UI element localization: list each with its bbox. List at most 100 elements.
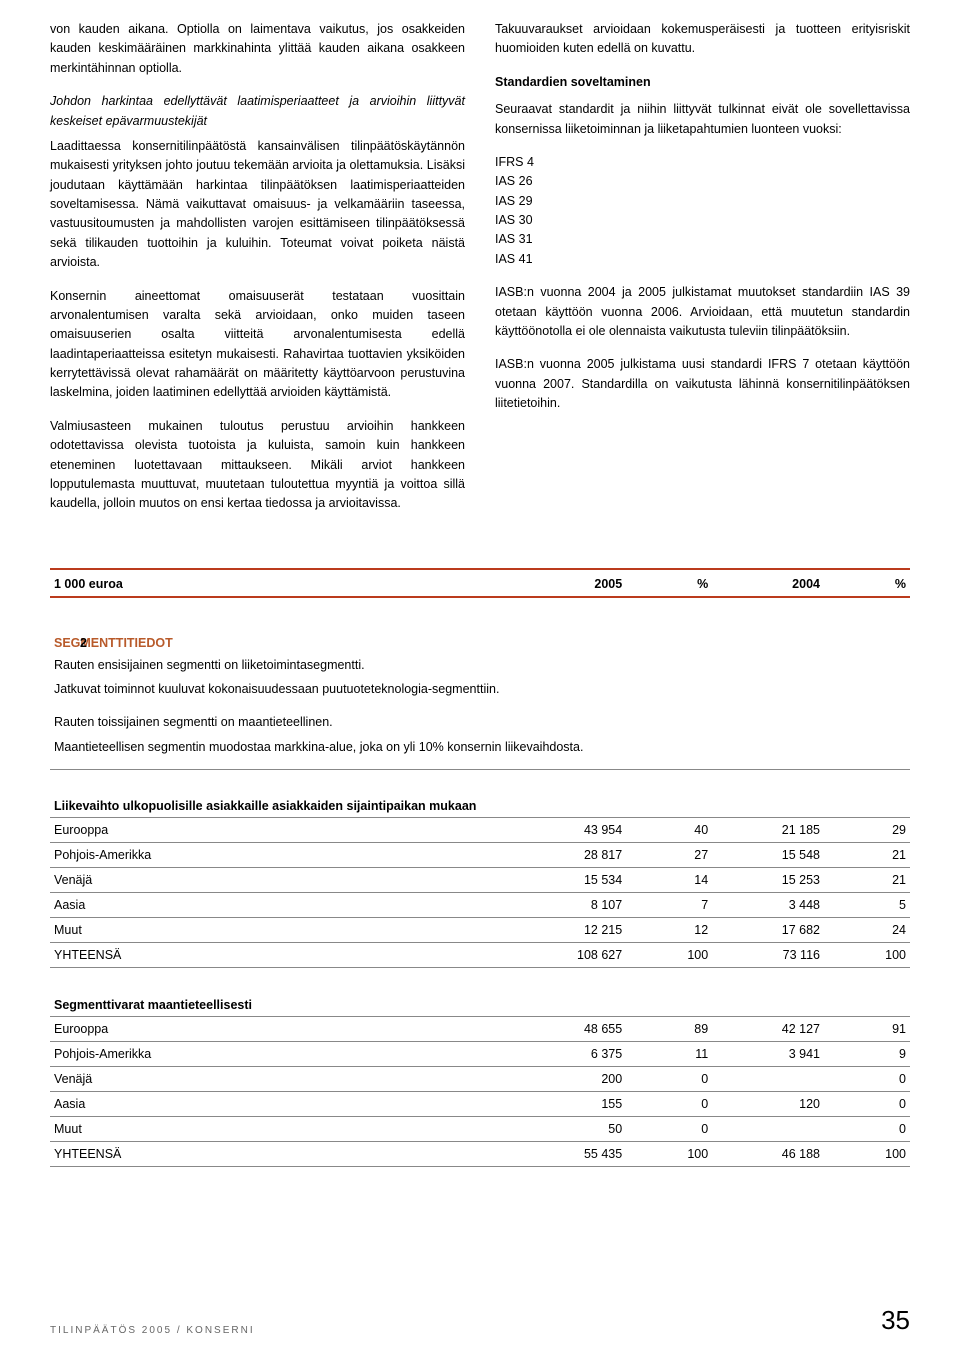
cell-label: YHTEENSÄ bbox=[50, 1141, 514, 1166]
cell-value: 0 bbox=[626, 1091, 712, 1116]
cell-value: 0 bbox=[824, 1091, 910, 1116]
table-row: Venäjä15 5341415 25321 bbox=[50, 868, 910, 893]
right-column: Takuuvaraukset arvioidaan kokemusperäise… bbox=[495, 20, 910, 528]
cell-label: Pohjois-Amerikka bbox=[50, 843, 514, 868]
rule-thick bbox=[50, 568, 910, 570]
table-section: 1 000 euroa 2005 % 2004 % 2 SEGMENTTITIE… bbox=[50, 568, 910, 1167]
page-footer: TILINPÄÄTÖS 2005 / KONSERNI 35 bbox=[50, 1305, 910, 1336]
std-item: IAS 31 bbox=[495, 230, 910, 249]
section-desc: Jatkuvat toiminnot kuuluvat kokonaisuude… bbox=[50, 678, 910, 711]
cell-value: 11 bbox=[626, 1041, 712, 1066]
subsection-title: Segmenttivarat maantieteellisesti bbox=[50, 988, 910, 1017]
cell-value: 21 185 bbox=[712, 818, 824, 843]
subsection-title: Liikevaihto ulkopuolisille asiakkaille a… bbox=[50, 789, 910, 818]
table-row: Muut12 2151217 68224 bbox=[50, 918, 910, 943]
cell-value: 43 954 bbox=[514, 818, 626, 843]
cell-value: 89 bbox=[626, 1016, 712, 1041]
cell-label: Aasia bbox=[50, 893, 514, 918]
cell-value: 24 bbox=[824, 918, 910, 943]
cell-value: 6 375 bbox=[514, 1041, 626, 1066]
col-header: 2005 bbox=[514, 572, 626, 596]
cell-value: 155 bbox=[514, 1091, 626, 1116]
cell-value: 29 bbox=[824, 818, 910, 843]
paragraph: von kauden aikana. Optiolla on laimentav… bbox=[50, 20, 465, 78]
cell-value: 8 107 bbox=[514, 893, 626, 918]
cell-value: 50 bbox=[514, 1116, 626, 1141]
table-row: Venäjä20000 bbox=[50, 1066, 910, 1091]
cell-value: 3 448 bbox=[712, 893, 824, 918]
paragraph: IASB:n vuonna 2004 ja 2005 julkistamat m… bbox=[495, 283, 910, 341]
cell-value: 100 bbox=[824, 943, 910, 968]
cell-value: 100 bbox=[824, 1141, 910, 1166]
body-columns: von kauden aikana. Optiolla on laimentav… bbox=[50, 20, 910, 528]
section-desc: Maantieteellisen segmentin muodostaa mar… bbox=[50, 736, 910, 769]
segment-table: SEGMENTTITIEDOT Rauten ensisijainen segm… bbox=[50, 628, 910, 1167]
std-item: IFRS 4 bbox=[495, 153, 910, 172]
cell-value: 15 253 bbox=[712, 868, 824, 893]
cell-label: Aasia bbox=[50, 1091, 514, 1116]
cell-value: 108 627 bbox=[514, 943, 626, 968]
paragraph: Konsernin aineettomat omaisuuserät testa… bbox=[50, 287, 465, 403]
cell-value: 7 bbox=[626, 893, 712, 918]
paragraph: Takuuvaraukset arvioidaan kokemusperäise… bbox=[495, 20, 910, 59]
cell-label: Pohjois-Amerikka bbox=[50, 1041, 514, 1066]
cell-value: 200 bbox=[514, 1066, 626, 1091]
paragraph: IASB:n vuonna 2005 julkistama uusi stand… bbox=[495, 355, 910, 413]
std-item: IAS 26 bbox=[495, 172, 910, 191]
cell-value: 17 682 bbox=[712, 918, 824, 943]
cell-value: 48 655 bbox=[514, 1016, 626, 1041]
note-number: 2 bbox=[80, 636, 87, 650]
col-header: % bbox=[626, 572, 712, 596]
cell-label: Muut bbox=[50, 918, 514, 943]
cell-label: Eurooppa bbox=[50, 1016, 514, 1041]
section-desc: Rauten toissijainen segmentti on maantie… bbox=[50, 711, 910, 736]
cell-value: 91 bbox=[824, 1016, 910, 1041]
header-table: 1 000 euroa 2005 % 2004 % bbox=[50, 572, 910, 596]
cell-value: 0 bbox=[824, 1116, 910, 1141]
table-row: Pohjois-Amerikka28 8172715 54821 bbox=[50, 843, 910, 868]
cell-label: Venäjä bbox=[50, 1066, 514, 1091]
cell-value: 15 534 bbox=[514, 868, 626, 893]
cell-value: 21 bbox=[824, 868, 910, 893]
cell-value: 28 817 bbox=[514, 843, 626, 868]
total-row: YHTEENSÄ55 43510046 188100 bbox=[50, 1141, 910, 1166]
cell-value: 100 bbox=[626, 1141, 712, 1166]
cell-label: YHTEENSÄ bbox=[50, 943, 514, 968]
cell-value: 55 435 bbox=[514, 1141, 626, 1166]
rule-thick bbox=[50, 596, 910, 598]
paragraph: Valmiusasteen mukainen tuloutus perustuu… bbox=[50, 417, 465, 514]
cell-value: 12 215 bbox=[514, 918, 626, 943]
cell-value: 9 bbox=[824, 1041, 910, 1066]
cell-value: 27 bbox=[626, 843, 712, 868]
col-header: % bbox=[824, 572, 910, 596]
cell-value: 100 bbox=[626, 943, 712, 968]
table-row: Pohjois-Amerikka6 375113 9419 bbox=[50, 1041, 910, 1066]
cell-label: Venäjä bbox=[50, 868, 514, 893]
cell-value bbox=[712, 1116, 824, 1141]
std-item: IAS 30 bbox=[495, 211, 910, 230]
cell-value: 40 bbox=[626, 818, 712, 843]
table-row: Aasia15501200 bbox=[50, 1091, 910, 1116]
std-item: IAS 41 bbox=[495, 250, 910, 269]
table-row: Eurooppa43 9544021 18529 bbox=[50, 818, 910, 843]
cell-value: 120 bbox=[712, 1091, 824, 1116]
left-column: von kauden aikana. Optiolla on laimentav… bbox=[50, 20, 465, 528]
cell-value: 0 bbox=[626, 1116, 712, 1141]
cell-value: 21 bbox=[824, 843, 910, 868]
total-row: YHTEENSÄ108 62710073 116100 bbox=[50, 943, 910, 968]
cell-value: 42 127 bbox=[712, 1016, 824, 1041]
cell-value: 0 bbox=[626, 1066, 712, 1091]
paragraph: Laadittaessa konsernitilinpäätöstä kansa… bbox=[50, 137, 465, 273]
cell-value: 73 116 bbox=[712, 943, 824, 968]
section-desc: Rauten ensisijainen segmentti on liiketo… bbox=[50, 654, 910, 679]
cell-value bbox=[712, 1066, 824, 1091]
col-header: 2004 bbox=[712, 572, 824, 596]
cell-value: 46 188 bbox=[712, 1141, 824, 1166]
table-row: Muut5000 bbox=[50, 1116, 910, 1141]
table-row: Eurooppa48 6558942 12791 bbox=[50, 1016, 910, 1041]
col-header: 1 000 euroa bbox=[50, 572, 514, 596]
table-header-row: 1 000 euroa 2005 % 2004 % bbox=[50, 572, 910, 596]
standards-list: IFRS 4 IAS 26 IAS 29 IAS 30 IAS 31 IAS 4… bbox=[495, 153, 910, 269]
cell-value: 5 bbox=[824, 893, 910, 918]
paragraph: Seuraavat standardit ja niihin liittyvät… bbox=[495, 100, 910, 139]
